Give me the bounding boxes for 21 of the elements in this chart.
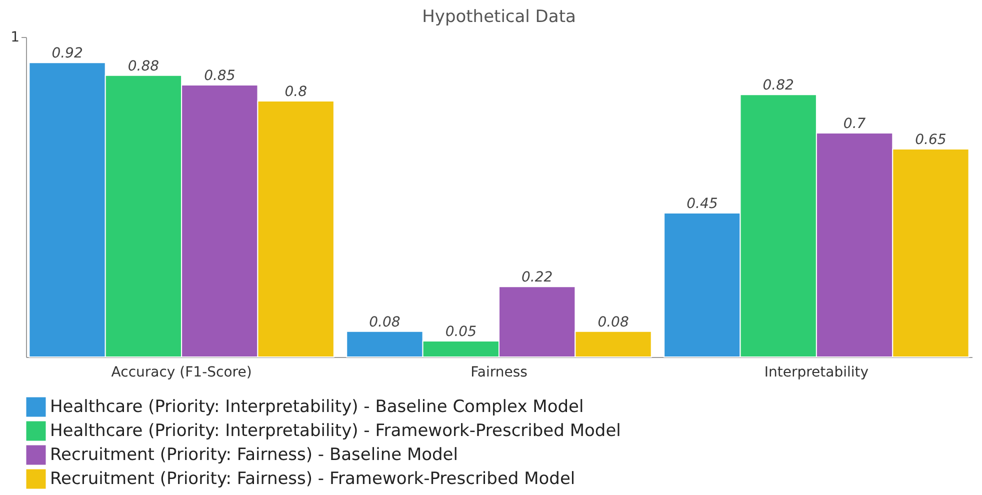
data-label: 0.45 [686, 196, 718, 212]
legend-label: Healthcare (Priority: Interpretability) - Baseline Complex Model [50, 397, 584, 417]
legend-label: Recruitment (Priority: Fairness) - Baseline Model [50, 445, 458, 465]
legend-label: Healthcare (Priority: Interpretability) - Framework-Prescribed Model [50, 421, 621, 441]
x-tick-label: Interpretability [764, 364, 869, 380]
data-label: 0.05 [445, 324, 477, 340]
data-label: 0.88 [128, 58, 160, 74]
chart-title: Hypothetical Data [422, 7, 576, 27]
data-label: 0.08 [369, 314, 400, 330]
data-label: 0.82 [762, 78, 794, 94]
data-label: 0.8 [284, 84, 308, 100]
data-label: 0.92 [52, 46, 83, 62]
x-tick-label: Fairness [470, 364, 528, 380]
legend-label: Recruitment (Priority: Fairness) - Framework-Prescribed Model [50, 469, 576, 489]
y-tick-label: 1 [10, 30, 20, 46]
data-label: 0.08 [598, 314, 629, 330]
data-label: 0.7 [843, 116, 866, 132]
x-tick-label: Accuracy (F1-Score) [111, 364, 252, 380]
data-label: 0.85 [204, 68, 236, 84]
data-label: 0.22 [522, 270, 553, 286]
data-label: 0.65 [915, 132, 946, 148]
